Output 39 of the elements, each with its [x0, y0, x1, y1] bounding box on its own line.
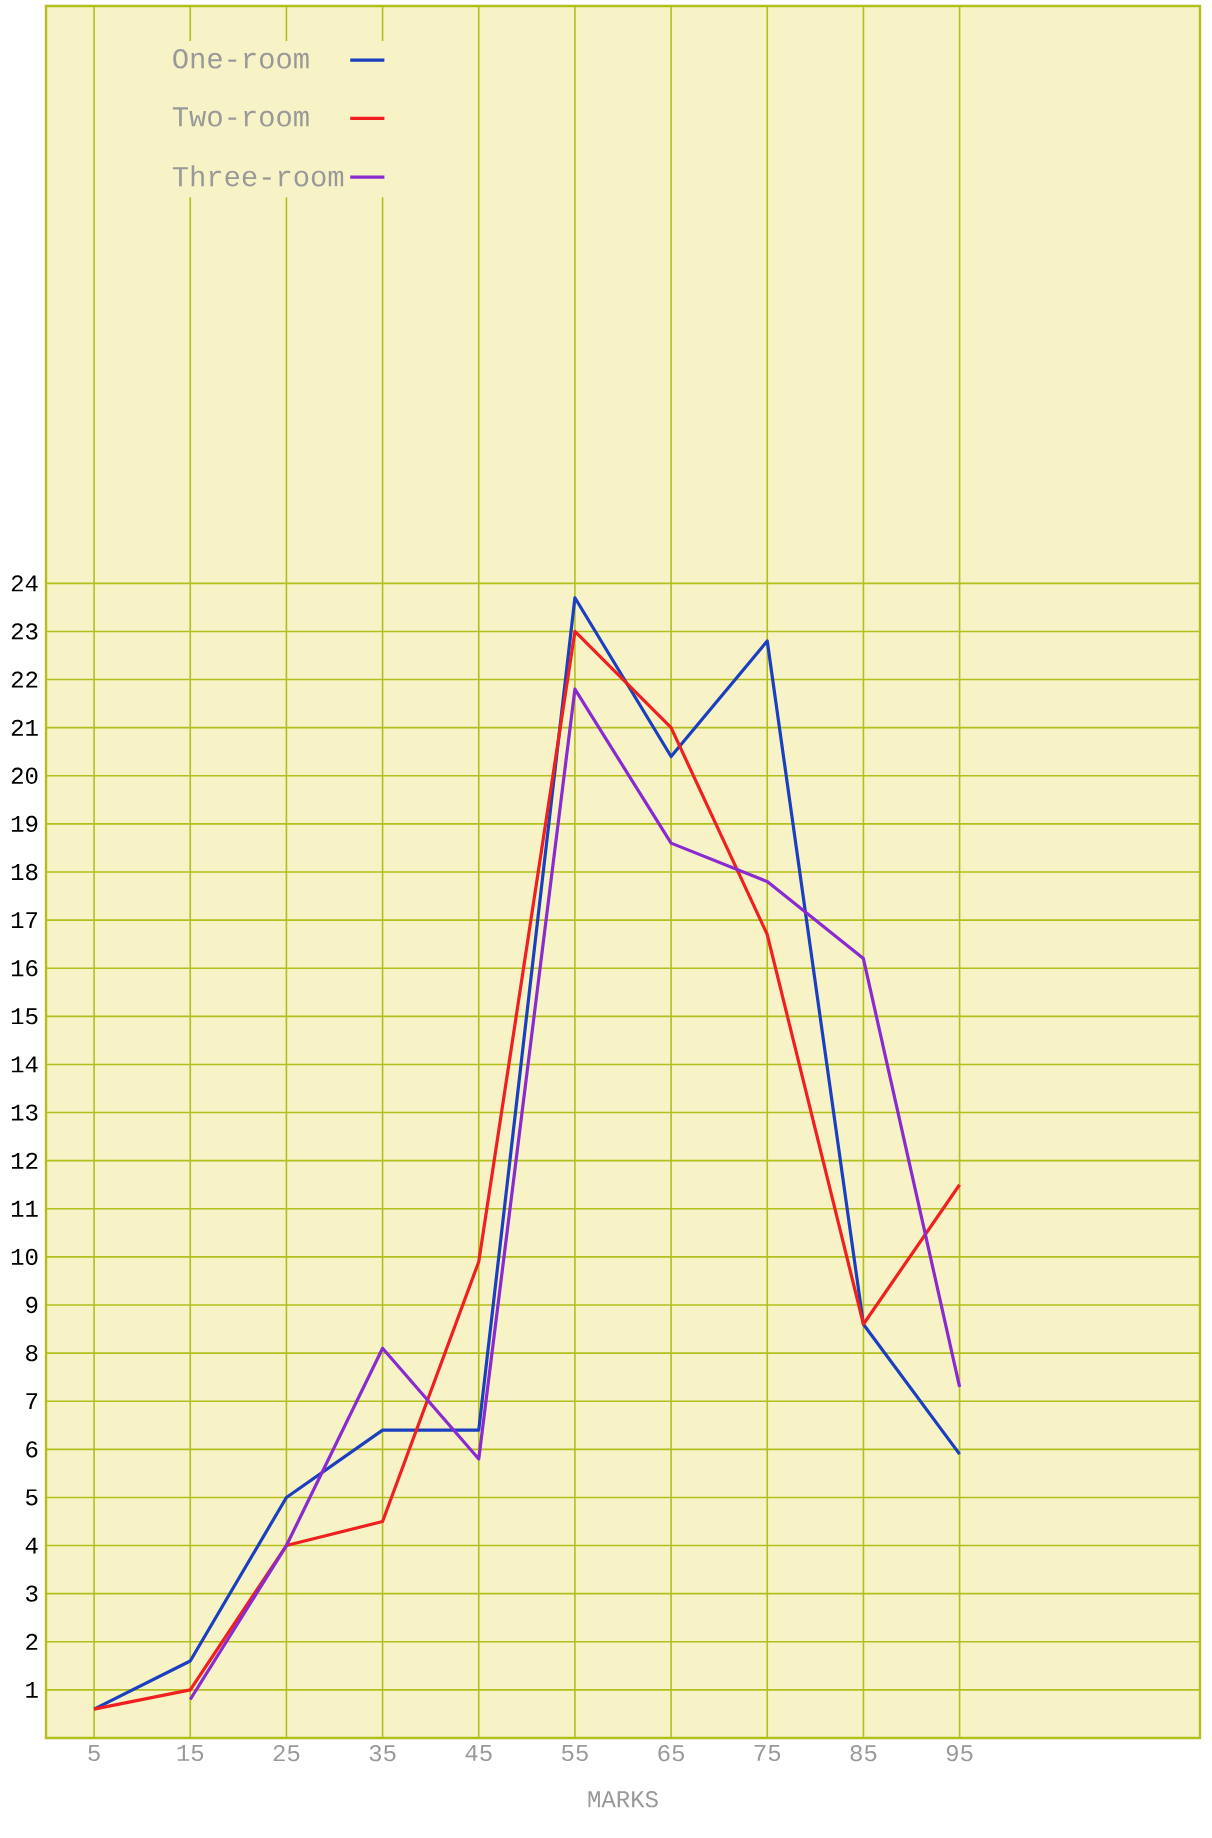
y-tick-label: 11 — [11, 1200, 38, 1217]
x-tick-label: 95 — [946, 1745, 973, 1762]
y-tick-label: 23 — [11, 623, 38, 640]
x-tick-label: 5 — [88, 1745, 100, 1762]
x-tick-label: 55 — [562, 1745, 588, 1762]
y-tick-label: 12 — [11, 1152, 38, 1169]
x-tick-label: 35 — [369, 1745, 396, 1762]
line-series — [188, 687, 962, 1702]
y-tick-label: 9 — [26, 1296, 38, 1314]
y-tick-label: 10 — [11, 1248, 38, 1266]
y-tick-label: 22 — [11, 671, 38, 688]
y-tick-label: 1 — [26, 1681, 38, 1698]
y-tick-label: 2 — [26, 1633, 38, 1650]
y-tick-label: 17 — [11, 912, 38, 929]
y-tick-label: 16 — [11, 960, 38, 977]
x-tick-label: 75 — [754, 1745, 781, 1762]
y-tick-label: 15 — [11, 1008, 38, 1025]
y-tick-label: 14 — [11, 1056, 38, 1073]
y-tick-label: 8 — [26, 1344, 38, 1362]
y-tick-label: 13 — [11, 1104, 38, 1121]
y-tick-label: 24 — [11, 575, 38, 592]
y-tick-label: 5 — [26, 1489, 38, 1506]
x-axis-title: MARKS — [588, 1791, 658, 1808]
x-tick-label: 15 — [177, 1745, 204, 1762]
legend-label: Three-room — [172, 165, 344, 187]
y-tick-label: 6 — [26, 1441, 38, 1458]
legend-label: One-room — [173, 49, 309, 69]
y-tick-label: 4 — [25, 1537, 38, 1554]
y-tick-label: 3 — [26, 1585, 38, 1602]
y-tick-label: 19 — [11, 815, 38, 833]
y-tick-label: 18 — [11, 863, 38, 881]
x-tick-label: 65 — [658, 1745, 684, 1762]
legend-label: Two-room — [172, 107, 309, 127]
y-tick-label: 21 — [11, 719, 38, 736]
y-tick-label: 7 — [26, 1393, 38, 1410]
x-tick-label: 85 — [850, 1745, 877, 1762]
x-tick-label: 25 — [273, 1745, 300, 1762]
x-tick-label: 45 — [465, 1745, 492, 1762]
y-tick-label: 20 — [11, 767, 38, 784]
